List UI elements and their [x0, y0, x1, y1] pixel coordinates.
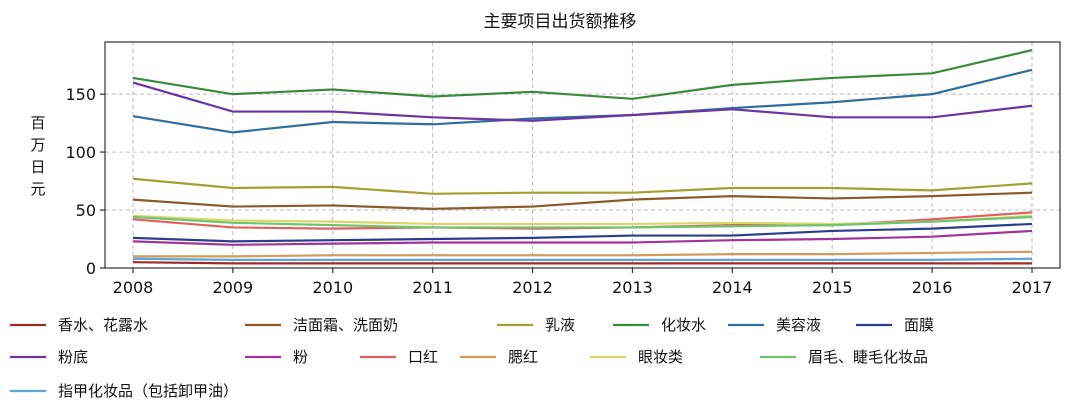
y-axis-label-char: 万: [30, 136, 45, 154]
legend-label-12: 指甲化妆品（包括卸甲油）: [58, 382, 238, 400]
x-tick-label: 2016: [912, 278, 953, 297]
x-tick-label: 2017: [1012, 278, 1053, 297]
y-axis-label-char: 百: [30, 114, 45, 132]
series-line-2: [132, 177, 1033, 195]
x-tick-label: 2014: [712, 278, 753, 297]
x-tick-label: 2013: [612, 278, 653, 297]
series-line-12: [132, 257, 1033, 261]
y-tick-label: 0: [86, 259, 96, 278]
legend-label-10: 眼妆类: [638, 348, 683, 366]
legend-label-3: 化妆水: [661, 316, 706, 334]
chart-title: 主要项目出货额推移: [484, 12, 637, 32]
legend-label-4: 美容液: [776, 316, 821, 334]
legend-label-1: 洁面霜、洗面奶: [293, 316, 398, 334]
series-line-0: [132, 261, 1032, 265]
series-line-7: [132, 229, 1033, 246]
legend-label-0: 香水、花露水: [58, 316, 148, 334]
x-tick-label: 2011: [412, 278, 453, 297]
grid: [105, 42, 1060, 268]
series-line-6: [132, 81, 1033, 122]
series-line-9: [133, 250, 1033, 258]
series-line-11: [132, 215, 1033, 229]
legend-label-9: 腮红: [508, 348, 538, 366]
series-line-1: [132, 191, 1033, 210]
legend-label-6: 粉底: [58, 348, 88, 366]
series-lines: [132, 49, 1033, 265]
tick-labels: 0 50 100 150 2008 2009 2010 2011 2012 2013 2014 201…: [65, 85, 1052, 297]
x-tick-label: 2012: [512, 278, 553, 297]
legend-label-5: 面膜: [904, 316, 934, 334]
legend-label-11: 眉毛、睫毛化妆品: [808, 348, 928, 366]
axes: [100, 41, 1061, 273]
y-axis-label-char: 日: [30, 158, 45, 176]
legend-label-8: 口红: [408, 348, 438, 366]
y-axis-label-char: 元: [30, 180, 45, 198]
series-line-5: [132, 222, 1033, 243]
y-tick-label: 150: [65, 85, 96, 104]
x-tick-label: 2008: [113, 278, 154, 297]
series-line-4: [132, 68, 1033, 134]
plot-frame: [104, 41, 1061, 269]
series-line-3: [132, 49, 1033, 100]
legend-label-7: 粉: [293, 348, 308, 366]
y-tick-label: 100: [65, 143, 96, 162]
x-tick-label: 2010: [312, 278, 353, 297]
x-tick-label: 2015: [812, 278, 853, 297]
x-tick-label: 2009: [213, 278, 254, 297]
y-tick-label: 50: [76, 201, 96, 220]
legend-label-2: 乳液: [545, 316, 575, 334]
